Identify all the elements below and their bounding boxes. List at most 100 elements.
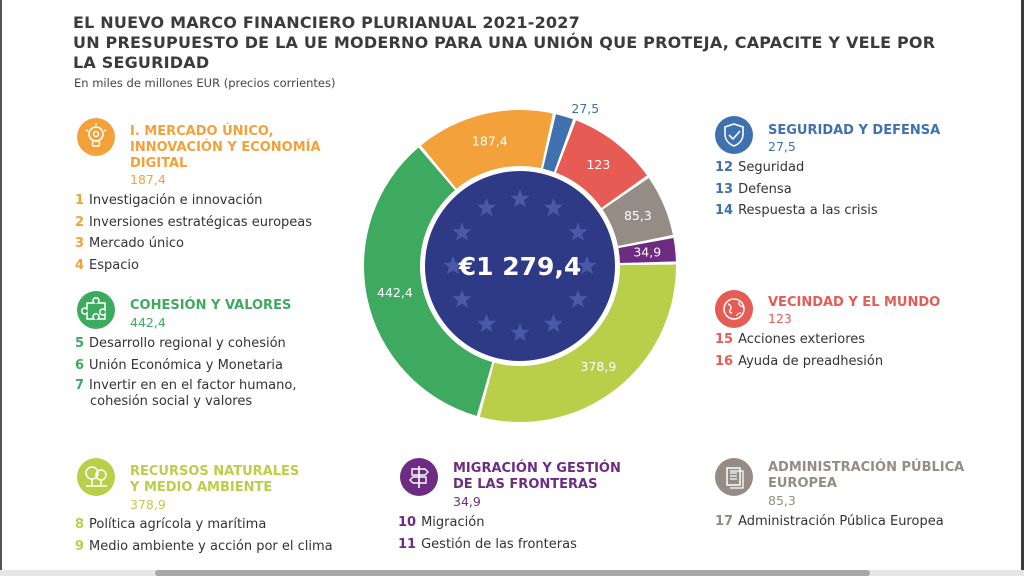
donut-slice-grey — [602, 178, 673, 247]
scrollbar-thumb[interactable] — [155, 570, 870, 576]
item-number: 12 — [715, 160, 734, 175]
list-item: 11 Gestión de las fronteras — [398, 534, 577, 556]
star-icon — [443, 256, 463, 275]
item-number: 4 — [75, 257, 85, 273]
budget-donut-chart: 187,4 27,5 123 85,3 34,9 378,9 442,4 €1 279,4 — [364, 101, 676, 422]
item-number: 9 — [75, 538, 85, 554]
list-item: 4 Espacio — [75, 255, 312, 277]
documents-icon — [715, 458, 753, 496]
item-label-continued: cohesión social y valores — [90, 394, 253, 409]
center-total-label: €1 279,4 — [458, 252, 582, 281]
donut-slice-red — [555, 120, 647, 208]
item-label: Respuesta a las crisis — [738, 203, 878, 218]
title-line: RECURSOS NATURALES — [130, 464, 300, 479]
list-item: 2 Inversiones estratégicas europeas — [75, 212, 312, 234]
item-label: Desarrollo regional y cohesión — [89, 336, 286, 351]
category-total: 442,4 — [130, 315, 166, 330]
item-label: Defensa — [738, 181, 792, 197]
category-title: MIGRACIÓN Y GESTIÓN DE LAS FRONTERAS — [453, 461, 621, 493]
category-total: 123 — [768, 311, 792, 326]
slice-value-label: 123 — [586, 157, 610, 172]
donut-slice-lime — [479, 264, 676, 422]
title-line-3: LA SEGURIDAD — [73, 53, 210, 72]
category-title: SEGURIDAD Y DEFENSA — [768, 123, 940, 139]
category-title: VECINDAD Y EL MUNDO — [768, 295, 940, 311]
category-title: RECURSOS NATURALES Y MEDIO AMBIENTE — [130, 464, 299, 496]
title-line: DE LAS FRONTERAS — [453, 477, 598, 492]
program-list: 12 Seguridad 13 Defensa 14 Respuesta a las … — [715, 157, 878, 222]
program-list: 15 Acciones exteriores 16 Ayuda de preadhe… — [715, 329, 883, 372]
category-title: COHESIÓN Y VALORES — [130, 298, 291, 314]
category-total: 34,9 — [453, 494, 481, 509]
horizontal-scrollbar[interactable] — [0, 570, 1024, 576]
donut-slice-green — [364, 147, 493, 416]
item-label: Política agrícola y marítima — [89, 517, 267, 532]
star-icon — [476, 197, 497, 217]
list-item: 6 Unión Económica y Monetaria — [75, 355, 296, 377]
title-line: ADMINISTRACIÓN PÚBLICA — [768, 460, 965, 475]
globe-pin-icon — [715, 290, 753, 328]
star-icon — [568, 289, 588, 308]
item-label: Seguridad — [738, 160, 805, 175]
item-number: 16 — [715, 353, 734, 369]
item-number: 17 — [715, 514, 734, 529]
star-icon — [543, 197, 564, 217]
page-title: EL NUEVO MARCO FINANCIERO PLURIANUAL 202… — [73, 13, 973, 73]
donut-slice-blue — [543, 114, 574, 172]
star-icon — [510, 189, 530, 208]
item-number: 11 — [398, 536, 417, 552]
item-label: Migración — [421, 515, 485, 530]
title-line-2: UN PRESUPUESTO DE LA UE MODERNO PARA UNA… — [73, 33, 936, 52]
star-icon — [476, 314, 497, 333]
item-label: Gestión de las fronteras — [421, 536, 577, 552]
category-total: 187,4 — [130, 172, 166, 187]
item-number: 15 — [715, 332, 734, 347]
item-number: 8 — [75, 517, 85, 532]
list-item: 10 Migración — [398, 512, 577, 534]
list-item: 3 Mercado único — [75, 233, 312, 255]
title-line: EUROPEA — [768, 476, 837, 491]
program-list: 5 Desarrollo regional y cohesión 6 Unión E… — [75, 333, 296, 410]
center-disc — [425, 171, 615, 361]
title-line: DIGITAL — [130, 156, 188, 171]
donut-slice-purple — [618, 238, 676, 264]
category-title: I. MERCADO ÚNICO, INNOVACIÓN Y ECONOMÍA … — [130, 124, 321, 172]
star-icon — [568, 222, 588, 241]
shield-check-icon — [715, 116, 753, 154]
list-item: 9 Medio ambiente y acción por el clima — [75, 536, 333, 558]
star-icon — [510, 323, 530, 342]
program-list: 8 Política agrícola y marítima 9 Medio amb… — [75, 514, 333, 557]
star-icon — [452, 222, 472, 241]
list-item: 17 Administración Pública Europea — [715, 511, 944, 533]
item-label: Espacio — [89, 257, 139, 273]
title-line: INNOVACIÓN Y ECONOMÍA — [130, 140, 321, 155]
slice-value-label: 85,3 — [624, 208, 652, 223]
list-item: 14 Respuesta a las crisis — [715, 200, 878, 222]
title-line: Y MEDIO AMBIENTE — [130, 480, 273, 495]
slice-value-label: 378,9 — [581, 359, 617, 374]
item-number: 3 — [75, 236, 85, 251]
list-item: 7 Invertir en en el factor humano, cohesió… — [75, 376, 296, 410]
item-label: Administración Pública Europea — [738, 514, 944, 529]
puzzle-icon — [77, 291, 115, 329]
title-line: I. MERCADO ÚNICO, — [130, 124, 274, 139]
item-number: 14 — [715, 203, 734, 218]
title-line: COHESIÓN Y VALORES — [130, 298, 292, 313]
category-title: ADMINISTRACIÓN PÚBLICA EUROPEA — [768, 460, 964, 492]
list-item: 8 Política agrícola y marítima — [75, 514, 333, 536]
title-line: SEGURIDAD Y DEFENSA — [768, 123, 941, 138]
item-label: Mercado único — [89, 236, 184, 251]
item-number: 13 — [715, 181, 734, 197]
star-icon — [577, 256, 597, 275]
item-number: 1 — [75, 193, 85, 208]
item-number: 5 — [75, 336, 85, 351]
item-number: 7 — [75, 378, 85, 393]
bulb-gear-icon — [77, 118, 115, 156]
item-number: 10 — [398, 515, 417, 530]
item-label: Inversiones estratégicas europeas — [89, 214, 313, 230]
star-icon — [452, 289, 472, 308]
slice-value-label: 34,9 — [633, 245, 661, 260]
list-item: 1 Investigación e innovación — [75, 190, 312, 212]
window-right-edge — [1021, 0, 1024, 576]
category-total: 378,9 — [130, 497, 166, 512]
